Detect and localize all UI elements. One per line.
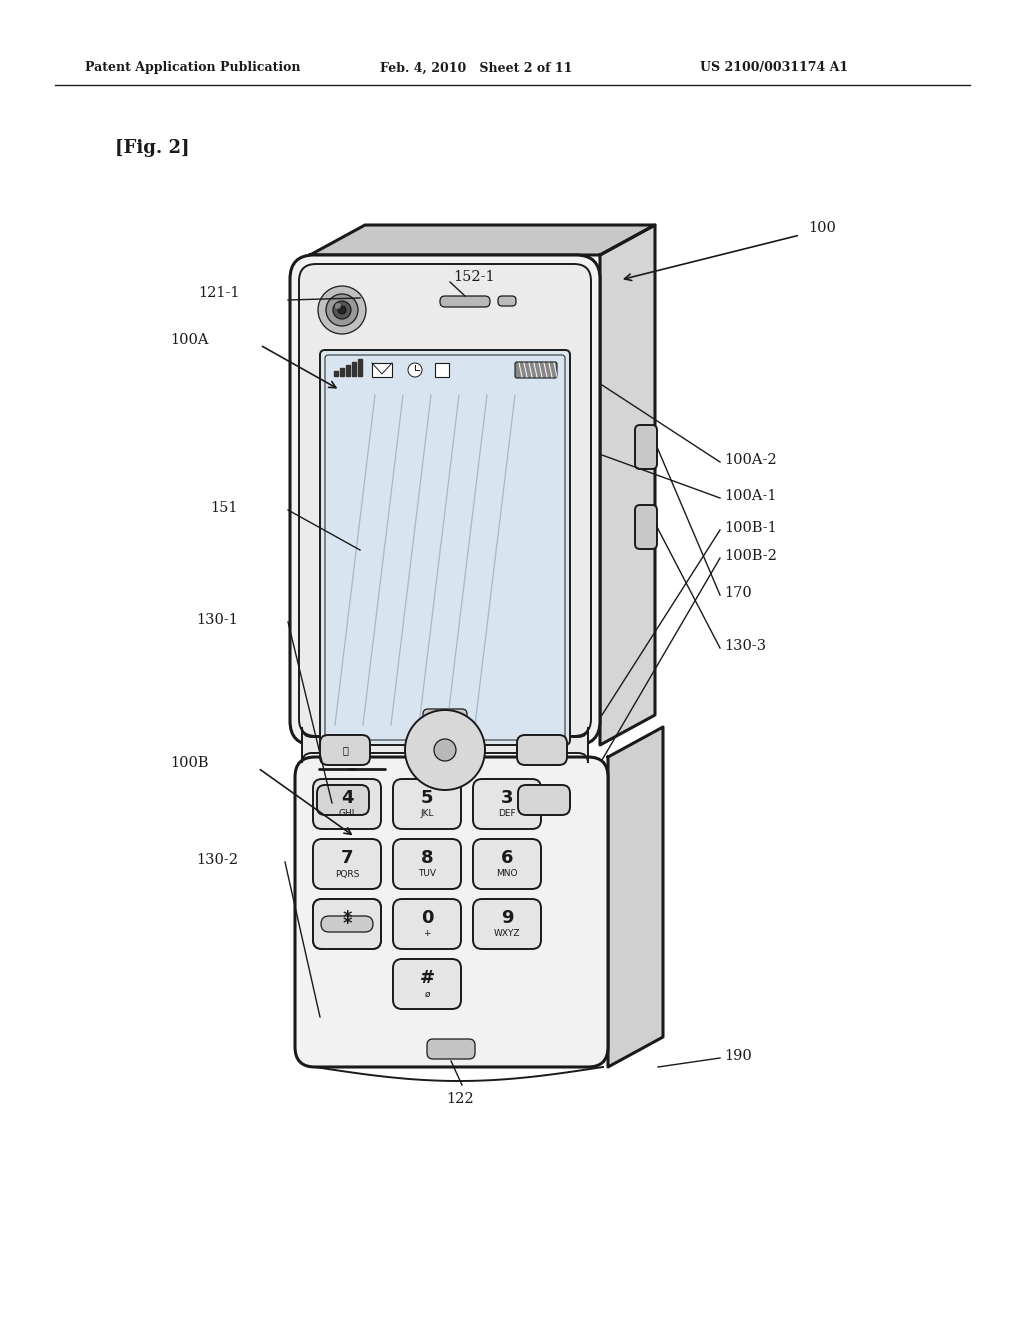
Bar <box>358 359 362 376</box>
Text: 0: 0 <box>421 909 433 927</box>
Circle shape <box>338 306 346 314</box>
Circle shape <box>434 739 456 762</box>
FancyBboxPatch shape <box>325 355 565 741</box>
Text: 130-1: 130-1 <box>197 612 238 627</box>
Text: 122: 122 <box>446 1092 474 1106</box>
Text: 152-1: 152-1 <box>453 271 495 284</box>
Text: [Fig. 2]: [Fig. 2] <box>115 139 189 157</box>
Polygon shape <box>310 224 655 255</box>
Text: 190: 190 <box>724 1049 752 1063</box>
Text: 6: 6 <box>501 849 513 867</box>
Text: 📞: 📞 <box>342 744 348 755</box>
FancyBboxPatch shape <box>515 362 557 378</box>
FancyBboxPatch shape <box>313 779 381 829</box>
FancyBboxPatch shape <box>473 899 541 949</box>
Text: 3: 3 <box>501 789 513 807</box>
Text: 100A-1: 100A-1 <box>724 488 776 503</box>
FancyBboxPatch shape <box>319 350 570 744</box>
Bar <box>435 363 449 378</box>
Text: 100B: 100B <box>170 756 209 770</box>
Text: 100A: 100A <box>170 333 209 347</box>
Bar <box>352 362 356 376</box>
FancyBboxPatch shape <box>473 779 541 829</box>
Text: 130-3: 130-3 <box>724 639 766 653</box>
FancyBboxPatch shape <box>321 916 373 932</box>
Text: *: * <box>342 915 352 933</box>
Text: 100B-1: 100B-1 <box>724 521 777 535</box>
Text: 170: 170 <box>724 586 752 601</box>
FancyBboxPatch shape <box>290 255 600 744</box>
FancyBboxPatch shape <box>427 1039 475 1059</box>
Text: 4: 4 <box>341 789 353 807</box>
FancyBboxPatch shape <box>498 296 516 306</box>
Text: Patent Application Publication: Patent Application Publication <box>85 62 300 74</box>
FancyBboxPatch shape <box>299 264 591 737</box>
Text: 9: 9 <box>501 909 513 927</box>
Text: TUV: TUV <box>418 870 436 879</box>
Circle shape <box>326 294 358 326</box>
FancyBboxPatch shape <box>635 506 657 549</box>
Circle shape <box>318 286 366 334</box>
FancyBboxPatch shape <box>518 785 570 814</box>
Text: ø: ø <box>424 990 430 998</box>
Circle shape <box>335 304 341 309</box>
FancyBboxPatch shape <box>313 899 381 949</box>
Text: JKL: JKL <box>420 809 434 818</box>
Circle shape <box>415 719 475 780</box>
FancyBboxPatch shape <box>393 960 461 1008</box>
Text: +: + <box>423 929 431 939</box>
Circle shape <box>408 363 422 378</box>
FancyBboxPatch shape <box>295 756 608 1067</box>
FancyBboxPatch shape <box>313 899 381 949</box>
Text: PQRS: PQRS <box>335 870 359 879</box>
Text: WXYZ: WXYZ <box>494 929 520 939</box>
Circle shape <box>333 301 351 319</box>
FancyBboxPatch shape <box>313 840 381 888</box>
Text: 130-2: 130-2 <box>196 853 238 867</box>
Text: US 2100/0031174 A1: US 2100/0031174 A1 <box>700 62 848 74</box>
Text: *: * <box>342 909 352 927</box>
FancyBboxPatch shape <box>440 296 490 308</box>
Bar <box>334 371 338 376</box>
FancyBboxPatch shape <box>319 735 370 766</box>
Bar <box>372 363 392 378</box>
FancyBboxPatch shape <box>302 727 588 763</box>
Text: 100A-2: 100A-2 <box>724 453 776 467</box>
Text: 100B-2: 100B-2 <box>724 549 777 564</box>
Circle shape <box>406 710 485 789</box>
FancyBboxPatch shape <box>393 899 461 949</box>
FancyBboxPatch shape <box>423 709 467 729</box>
Polygon shape <box>600 224 655 744</box>
Text: 121-1: 121-1 <box>199 286 240 300</box>
Text: GHI: GHI <box>339 809 355 818</box>
Bar <box>340 368 344 376</box>
Bar <box>346 366 350 376</box>
Text: 8: 8 <box>421 849 433 867</box>
FancyBboxPatch shape <box>473 840 541 888</box>
FancyBboxPatch shape <box>393 779 461 829</box>
FancyBboxPatch shape <box>317 785 369 814</box>
Text: MNO: MNO <box>497 870 518 879</box>
Text: #: # <box>420 969 434 987</box>
Text: Feb. 4, 2010   Sheet 2 of 11: Feb. 4, 2010 Sheet 2 of 11 <box>380 62 572 74</box>
Text: 100: 100 <box>808 220 836 235</box>
FancyBboxPatch shape <box>635 425 657 469</box>
Text: 151: 151 <box>211 502 238 515</box>
Polygon shape <box>608 727 663 1067</box>
Text: DEF: DEF <box>499 809 516 818</box>
Text: 7: 7 <box>341 849 353 867</box>
FancyBboxPatch shape <box>517 735 567 766</box>
Text: 5: 5 <box>421 789 433 807</box>
Circle shape <box>427 733 463 768</box>
FancyBboxPatch shape <box>393 840 461 888</box>
